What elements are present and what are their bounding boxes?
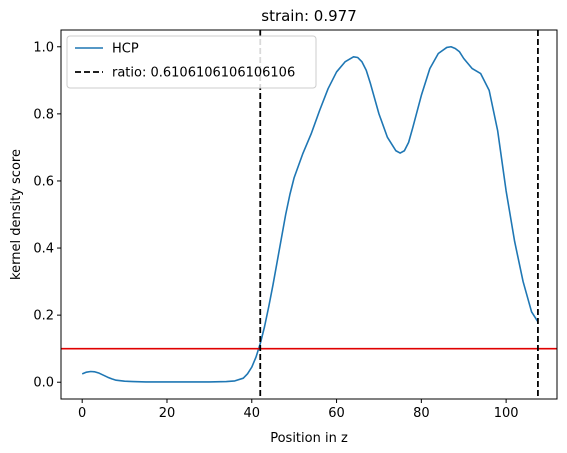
x-tick-label: 100 <box>494 406 519 421</box>
x-axis-ticks: 0 20 40 60 80 100 <box>78 399 519 421</box>
x-tick-label: 20 <box>159 406 176 421</box>
y-tick-label: 1.0 <box>33 40 54 55</box>
legend-label-ratio: ratio: 0.6106106106106106 <box>112 66 295 81</box>
y-tick-label: 0.2 <box>33 309 54 324</box>
chart-title: strain: 0.977 <box>261 7 357 25</box>
x-tick-label: 40 <box>243 406 260 421</box>
x-tick-label: 60 <box>328 406 345 421</box>
legend-box <box>66 35 317 89</box>
y-axis-ticks: 0.0 0.2 0.4 0.6 0.8 1.0 <box>33 40 61 391</box>
plot-area <box>61 30 557 399</box>
series-line-hcp <box>81 45 539 383</box>
x-tick-label: 80 <box>413 406 430 421</box>
y-tick-label: 0.6 <box>33 174 54 189</box>
axes-frame <box>60 29 558 400</box>
legend: HCP ratio: 0.6106106106106106 <box>66 35 317 89</box>
x-axis-label: Position in z <box>270 431 348 446</box>
legend-label-hcp: HCP <box>112 42 139 57</box>
y-tick-label: 0.0 <box>33 376 54 391</box>
y-tick-label: 0.4 <box>33 242 54 257</box>
y-axis-label: kernel density score <box>9 149 24 280</box>
y-tick-label: 0.8 <box>33 107 54 122</box>
x-tick-label: 0 <box>78 406 86 421</box>
